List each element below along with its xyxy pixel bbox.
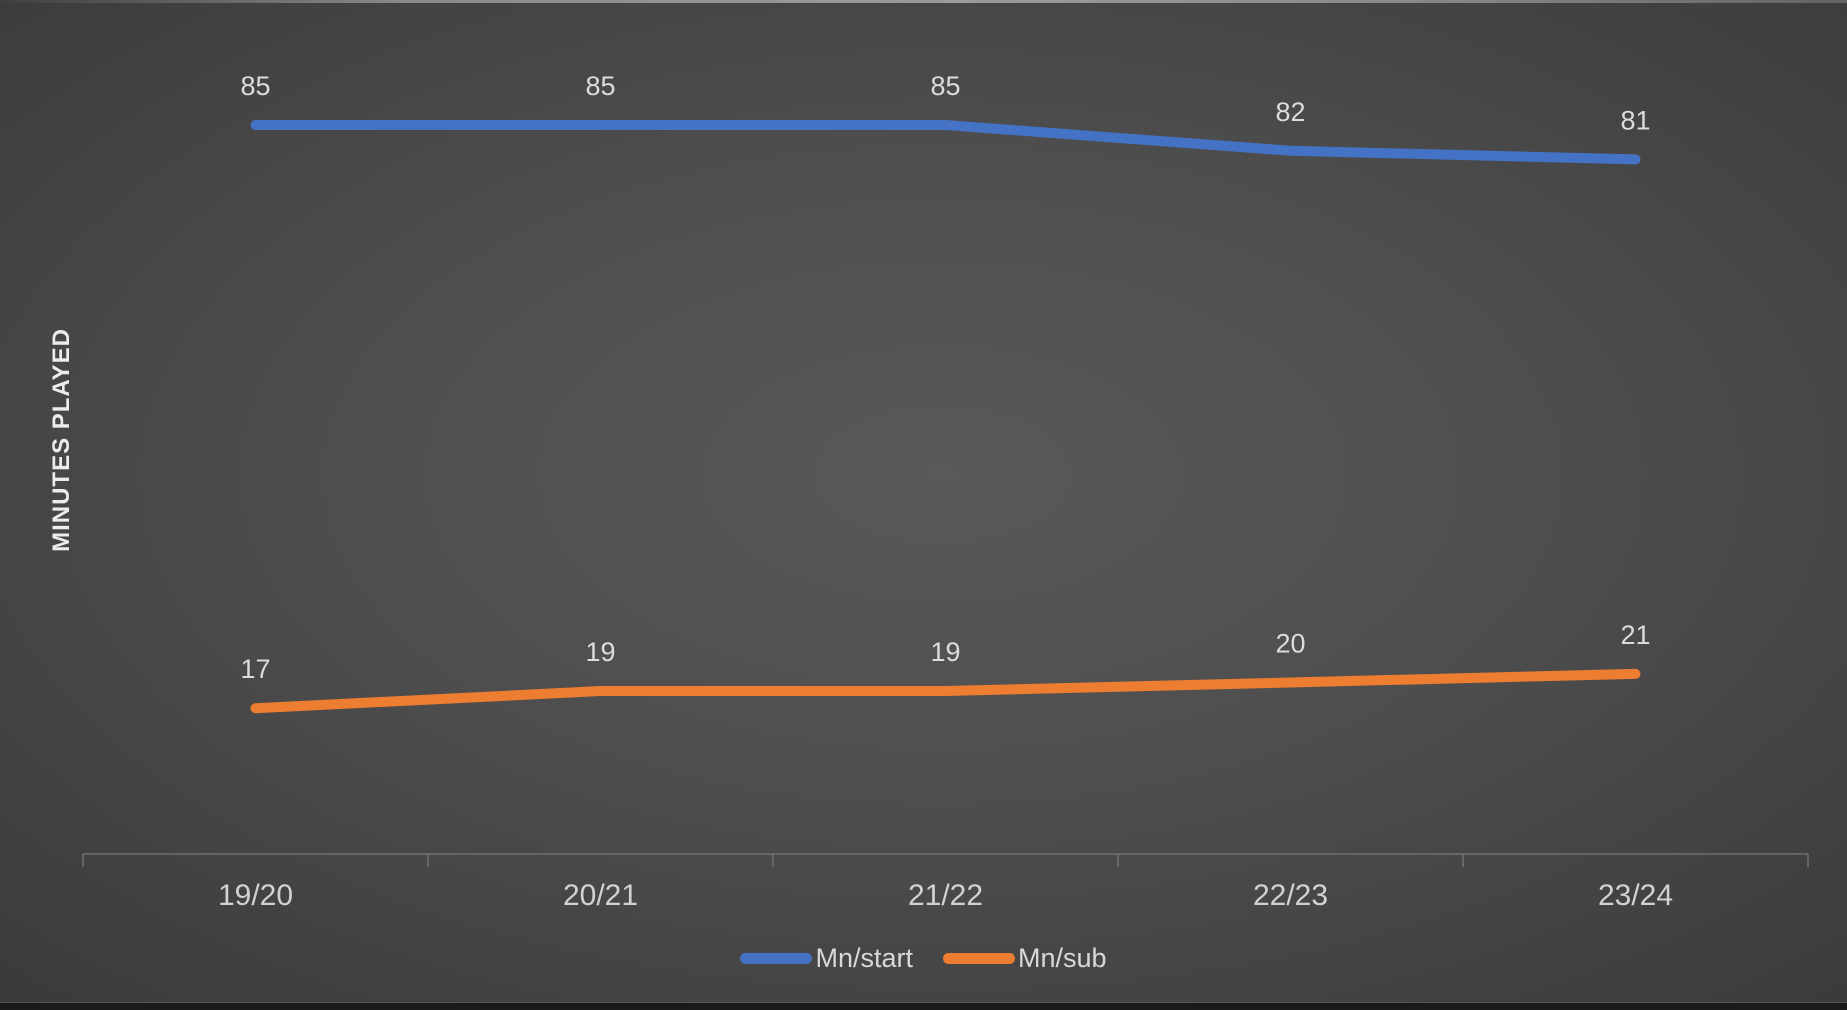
x-axis-label: 23/24 (1598, 879, 1673, 912)
data-label-mn-sub: 20 (1275, 628, 1305, 658)
slide-top-edge (0, 0, 1847, 3)
data-label-mn-sub: 21 (1620, 620, 1650, 650)
legend-label-mn-sub: Mn/sub (1017, 942, 1107, 973)
legend-item-mn-start: Mn/start (740, 943, 913, 974)
x-axis-label: 19/20 (218, 879, 293, 912)
data-label-mn-sub: 19 (930, 637, 960, 667)
chart-legend: Mn/start Mn/sub (0, 936, 1847, 980)
data-label-mn-start: 82 (1275, 97, 1305, 127)
legend-label-mn-start: Mn/start (815, 942, 913, 973)
x-axis-label: 22/23 (1253, 879, 1328, 912)
data-label-mn-sub: 17 (240, 654, 270, 684)
x-axis-label: 20/21 (563, 879, 638, 912)
data-label-mn-sub: 19 (585, 637, 615, 667)
data-label-mn-start: 85 (240, 71, 270, 101)
legend-item-mn-sub: Mn/sub (942, 942, 1107, 974)
data-label-mn-start: 85 (930, 71, 960, 101)
legend-swatch-mn-sub (942, 952, 1015, 964)
data-label-mn-start: 85 (585, 71, 615, 101)
series-line-mn-start (250, 120, 1641, 165)
series-line-mn-sub (250, 668, 1641, 714)
x-axis-label: 21/22 (908, 879, 983, 912)
data-label-mn-start: 81 (1620, 105, 1650, 135)
slide-bottom-edge (0, 1002, 1847, 1010)
legend-swatch-mn-start (740, 952, 813, 964)
